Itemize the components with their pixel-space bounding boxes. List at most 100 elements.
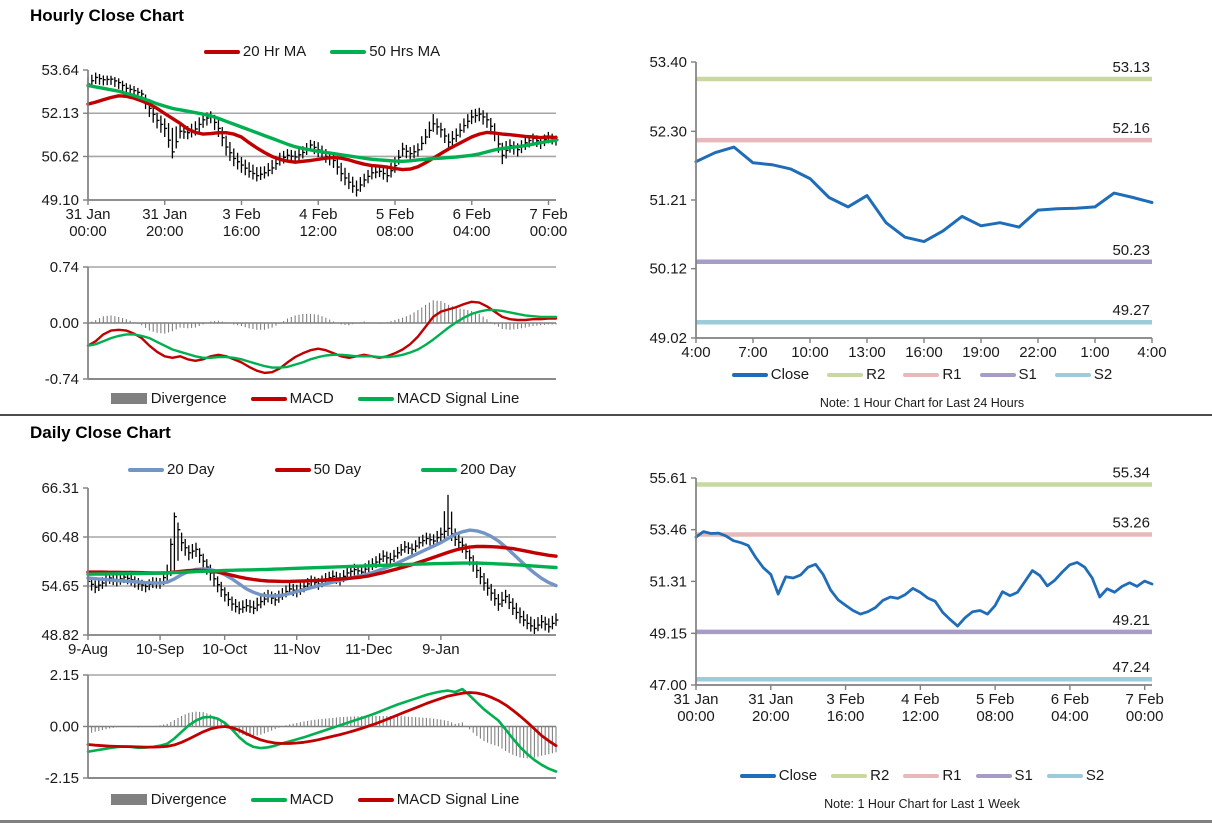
x-tick-label: 7:00 [738, 344, 767, 361]
legend-label: MACD [289, 390, 334, 407]
legend-label: 200 Day [460, 461, 516, 478]
y-tick-label: 51.31 [649, 573, 687, 590]
legend-item-macd-signal-line: MACD Signal Line [357, 390, 519, 407]
legend-item-r2: R2 [827, 366, 885, 383]
x-tick-label: 7 Feb [1126, 691, 1164, 708]
line-swatch [903, 773, 940, 778]
y-tick-label: 51.21 [649, 192, 687, 209]
x-tick-label: 00:00 [530, 223, 568, 240]
x-tick-label: 19:00 [962, 344, 1000, 361]
legend-label: R1 [942, 366, 962, 383]
legend-item-close: Close [739, 767, 818, 784]
y-tick-label: 66.31 [41, 480, 79, 497]
series-200-day [86, 561, 558, 576]
daily-chart-title: Daily Close Chart [30, 423, 171, 442]
x-tick-label: 6 Feb [1051, 691, 1089, 708]
legend-label: MACD Signal Line [396, 791, 520, 808]
legend-item-20-hr-ma: 20 Hr MA [203, 43, 307, 60]
series-macd-signal-line [86, 308, 558, 369]
y-tick-label: -0.74 [45, 371, 79, 385]
pivot-value-s1: 50.23 [1112, 242, 1150, 259]
pivot-value-r1: 52.16 [1112, 120, 1150, 137]
x-tick-label: 31 Jan [142, 206, 187, 223]
x-tick-label: 16:00 [905, 344, 943, 361]
x-tick-label: 16:00 [223, 223, 261, 240]
legend-label: 50 Hrs MA [369, 43, 441, 60]
y-tick-label: 49.15 [649, 625, 687, 642]
pivot-value-s1: 49.21 [1112, 612, 1150, 629]
x-tick-label: 31 Jan [65, 206, 110, 223]
legend-item-50-hrs-ma: 50 Hrs MA [330, 43, 440, 60]
x-tick-label: 9-Jan [422, 641, 460, 658]
legend-item-divergence: Divergence [110, 791, 227, 808]
y-tick-label: 49.10 [41, 192, 79, 209]
x-tick-label: 00:00 [69, 223, 107, 240]
line-swatch [903, 372, 940, 377]
series-macd [86, 300, 558, 375]
bar-swatch [110, 794, 147, 805]
hourly-pivot-chart: 53.13 52.16 50.23 49.27 53.40 52.30 51.21 50.12… [649, 54, 1166, 361]
y-tick-label: 52.30 [649, 123, 687, 140]
legend-label: 20 Day [167, 461, 215, 478]
hourly-pivot-note: Note: 1 Hour Chart for Last 24 Hours [819, 396, 1025, 410]
x-tick-label: 00:00 [1126, 708, 1164, 725]
x-tick-label: 4 Feb [901, 691, 939, 708]
daily-pivot-chart: 55.34 53.26 49.21 47.24 55.61 53.46 51.31 49.15… [649, 464, 1164, 725]
hourly-price-legend: 20 Hr MA 50 Hrs MA [88, 43, 556, 60]
legend-label: R2 [866, 366, 886, 383]
line-swatch [731, 372, 768, 377]
legend-item-macd-signal-line: MACD Signal Line [357, 791, 520, 808]
legend-label: MACD [289, 791, 334, 808]
legend-label: S1 [1018, 366, 1037, 383]
x-tick-label: 31 Jan [673, 691, 718, 708]
x-tick-label: 4:00 [681, 344, 710, 361]
x-tick-label: 9-Aug [68, 641, 108, 658]
y-tick-label: 53.46 [649, 522, 687, 539]
legend-item-macd: MACD [250, 791, 334, 808]
line-swatch [250, 797, 287, 802]
legend-item-close: Close [731, 366, 809, 383]
x-tick-label: 10-Sep [136, 641, 184, 658]
x-tick-label: 7 Feb [529, 206, 567, 223]
hourly-close-panel: Hourly Close Chart 20 Hr MA 50 Hrs MA 53.… [0, 0, 612, 415]
legend-item-s1: S1 [979, 366, 1037, 383]
x-tick-label: 22:00 [1019, 344, 1057, 361]
pivot-value-s2: 47.24 [1112, 659, 1150, 676]
x-tick-label: 6 Feb [453, 206, 491, 223]
line-swatch [831, 773, 868, 778]
line-swatch [357, 797, 394, 802]
x-tick-label: 08:00 [976, 708, 1014, 725]
x-tick-label: 4:00 [1137, 344, 1166, 361]
legend-label: S1 [1014, 767, 1033, 784]
legend-item-s2: S2 [1054, 366, 1112, 383]
daily-pivot-note: Note: 1 Hour Chart for Last 1 Week [824, 797, 1020, 811]
y-tick-label: 0.00 [50, 315, 79, 332]
legend-label: Close [778, 767, 818, 784]
x-tick-label: 5 Feb [376, 206, 414, 223]
section-divider [0, 414, 1212, 416]
x-tick-label: 16:00 [827, 708, 865, 725]
x-tick-label: 3 Feb [826, 691, 864, 708]
legend-label: 50 Day [313, 461, 362, 478]
x-tick-label: 11-Dec [345, 641, 393, 658]
legend-item-macd: MACD [250, 390, 334, 407]
x-tick-label: 12:00 [902, 708, 940, 725]
legend-label: Divergence [150, 390, 227, 407]
y-tick-label: -2.15 [45, 770, 79, 787]
x-tick-label: 1:00 [1080, 344, 1109, 361]
series-20-day [86, 528, 558, 598]
legend-item-s1: S1 [975, 767, 1033, 784]
y-tick-label: 48.82 [41, 627, 79, 644]
series-macd [86, 687, 558, 773]
legend-label: S2 [1085, 767, 1105, 784]
hourly-pivot-legend: Close R2 R1 S1 S2 [672, 366, 1172, 383]
x-tick-label: 13:00 [848, 344, 886, 361]
legend-item-r2: R2 [831, 767, 889, 784]
bottom-divider [0, 820, 1212, 823]
line-swatch [330, 49, 367, 54]
x-tick-label: 20:00 [146, 223, 184, 240]
legend-label: 20 Hr MA [242, 43, 307, 60]
line-swatch [250, 396, 287, 401]
legend-item-divergence: Divergence [110, 390, 227, 407]
line-swatch [1046, 773, 1083, 778]
